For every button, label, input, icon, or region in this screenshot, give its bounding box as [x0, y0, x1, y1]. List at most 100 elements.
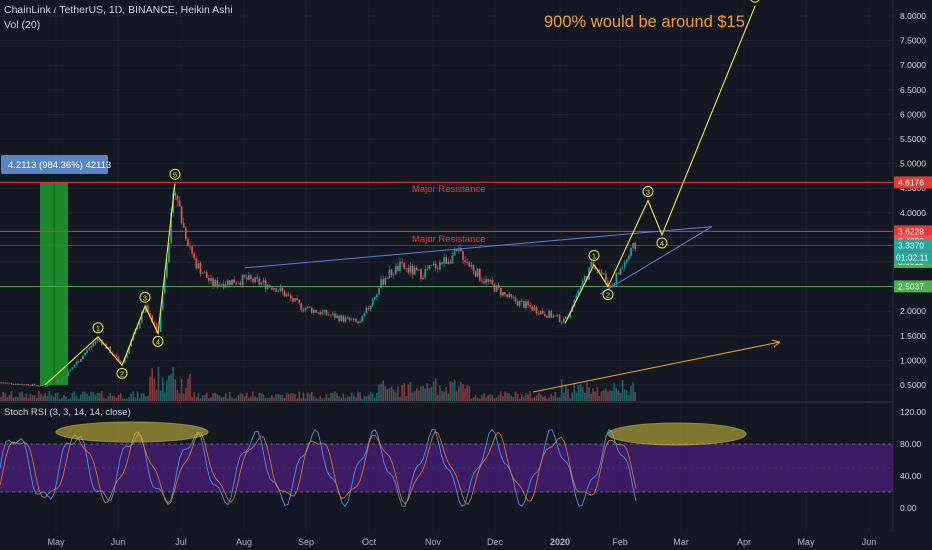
- volume-bar: [185, 388, 187, 401]
- candle-body: [166, 262, 168, 278]
- candle-body: [592, 262, 594, 266]
- volume-bar: [4, 392, 6, 401]
- volume-bar: [111, 395, 114, 401]
- candle-body: [619, 268, 622, 275]
- volume-label: Vol (20): [4, 19, 41, 31]
- candle-body: [611, 284, 613, 286]
- candle-body: [218, 284, 221, 287]
- volume-bar: [35, 397, 38, 401]
- wave-count-marker: [602, 289, 614, 301]
- candle-body: [447, 261, 450, 264]
- volume-bar: [558, 397, 561, 401]
- volume-bar: [14, 396, 17, 401]
- volume-bar: [21, 391, 23, 401]
- volume-bar: [201, 395, 204, 401]
- wave-count-label: 4: [156, 337, 160, 346]
- candle-body: [214, 279, 216, 286]
- volume-bar: [308, 394, 311, 401]
- volume-bar: [336, 392, 338, 401]
- stoch-d-line: [0, 431, 637, 506]
- candle-body: [516, 301, 519, 306]
- volume-bar: [502, 396, 504, 401]
- volume-bar: [92, 392, 95, 401]
- candle-body: [579, 286, 582, 291]
- volume-bar: [296, 398, 298, 401]
- candle-body: [2, 382, 4, 384]
- volume-bar: [527, 394, 529, 401]
- volume-bar: [224, 393, 227, 401]
- volume-bar: [437, 395, 439, 401]
- volume-bar: [472, 396, 475, 401]
- volume-bar: [132, 391, 135, 401]
- stoch-rsi-lines: [0, 421, 747, 508]
- volume-bar: [615, 388, 618, 401]
- candle-body: [550, 311, 552, 318]
- volume-bar: [237, 395, 240, 401]
- volume-bar: [397, 386, 399, 401]
- volume-bar: [258, 392, 261, 401]
- candle-body: [460, 248, 462, 252]
- volume-bar: [350, 392, 353, 401]
- candle-body: [311, 307, 313, 313]
- candle-body: [107, 347, 109, 349]
- candle-body: [621, 267, 624, 269]
- candle-body: [35, 385, 38, 387]
- volume-bar: [338, 396, 340, 401]
- candle-body: [563, 318, 565, 322]
- candle-body: [323, 309, 326, 312]
- candle-body: [613, 283, 615, 285]
- volume-bar: [523, 396, 525, 401]
- volume-trend-arrow: [532, 341, 781, 393]
- price-label: 2.5037: [898, 281, 924, 291]
- volume-bar: [403, 383, 405, 401]
- volume-bar: [584, 392, 586, 401]
- volume-bar: [369, 391, 372, 401]
- candle-body: [279, 287, 282, 291]
- volume-bar: [214, 392, 216, 401]
- volume-bar: [617, 390, 620, 401]
- candle-body: [67, 371, 69, 376]
- volume-bar: [516, 393, 519, 401]
- volume-bar: [418, 390, 420, 401]
- candle-body: [523, 301, 525, 308]
- volume-bar: [6, 397, 9, 401]
- trendline-lower: [599, 226, 713, 295]
- volume-bar: [441, 390, 443, 401]
- candle-body: [623, 262, 626, 268]
- volume-bar: [363, 396, 366, 401]
- volume-bar: [155, 389, 158, 401]
- volume-bar: [140, 393, 143, 401]
- volume-bar: [54, 393, 57, 401]
- volume-bar: [281, 394, 284, 401]
- volume-bar: [2, 391, 4, 401]
- volume-bar: [491, 394, 494, 401]
- candle-body: [367, 308, 370, 310]
- measure-label-box: [1, 155, 108, 174]
- volume-bar: [40, 393, 42, 401]
- candle-body: [140, 312, 143, 323]
- volume-bar: [514, 391, 517, 401]
- volume-bar: [407, 384, 410, 401]
- volume-bar: [470, 398, 473, 401]
- volume-bar: [535, 395, 538, 401]
- candle-body: [245, 277, 248, 280]
- candle-body: [69, 369, 72, 372]
- volume-bar: [143, 393, 145, 401]
- volume-bar: [212, 393, 214, 401]
- volume-bar: [44, 393, 46, 401]
- volume-bar: [0, 397, 2, 401]
- volume-bar: [109, 393, 111, 401]
- headline-annotation: 900% would be around $15: [544, 13, 745, 31]
- volume-bar: [107, 395, 109, 401]
- volume-bar: [119, 393, 122, 401]
- candle-body: [361, 315, 363, 322]
- candle-body: [264, 280, 267, 289]
- candle-body: [395, 265, 397, 275]
- time-tick-label: Jul: [175, 537, 187, 547]
- volume-bar: [222, 397, 225, 401]
- candle-body: [260, 282, 263, 285]
- volume-bar: [90, 391, 93, 401]
- volume-bar: [88, 395, 90, 401]
- countdown-label: 01:02:11: [896, 252, 929, 262]
